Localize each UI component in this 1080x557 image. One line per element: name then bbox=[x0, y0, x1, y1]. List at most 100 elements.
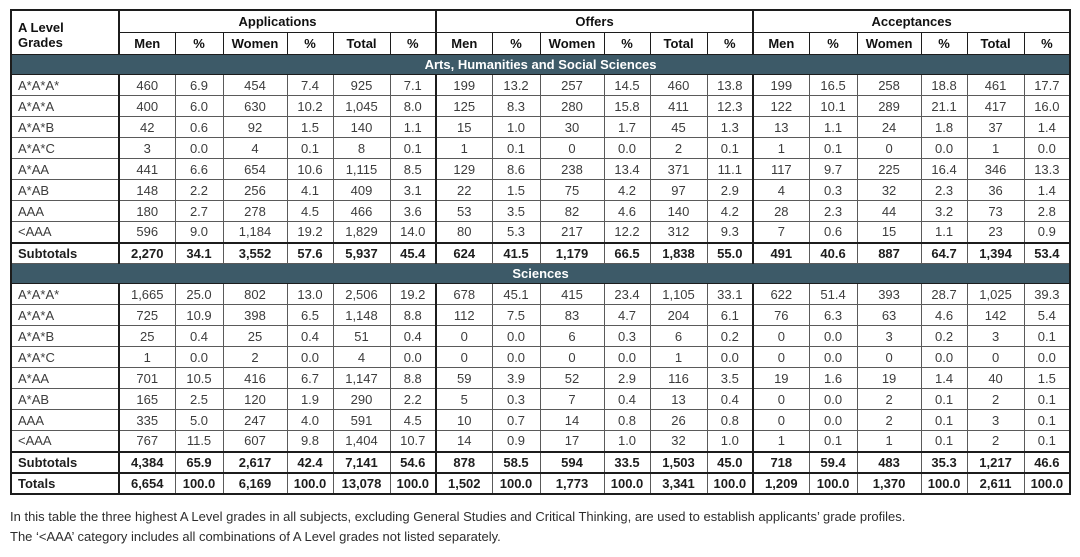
value-cell: 0 bbox=[752, 346, 810, 368]
value-cell: 4.2 bbox=[706, 200, 754, 222]
value-cell: 45.0 bbox=[706, 450, 754, 473]
group-header-acceptances: Acceptances bbox=[752, 9, 1071, 33]
value-cell: 0 bbox=[752, 409, 810, 431]
value-cell: 2.2 bbox=[174, 179, 224, 201]
row-header-label: A Level Grades bbox=[10, 9, 120, 55]
value-cell: 6,169 bbox=[222, 471, 288, 494]
value-cell: 0.0 bbox=[491, 346, 541, 368]
value-cell: 0.9 bbox=[1023, 221, 1071, 243]
value-cell: 16.5 bbox=[808, 74, 858, 96]
value-cell: 278 bbox=[222, 200, 288, 222]
value-cell: 7,141 bbox=[332, 450, 391, 473]
subcolumn-header: % bbox=[1023, 32, 1071, 55]
value-cell: 1.5 bbox=[491, 179, 541, 201]
value-cell: 14 bbox=[435, 430, 493, 452]
total-row: Totals 6,654 100.0 6,169 100.0 13,078 100.0 1,5… bbox=[10, 471, 1071, 494]
value-cell: 461 bbox=[966, 74, 1025, 96]
value-cell: 0.6 bbox=[174, 116, 224, 138]
value-cell: 19 bbox=[856, 367, 922, 389]
value-cell: 0 bbox=[752, 325, 810, 347]
value-cell: 0.1 bbox=[920, 409, 968, 431]
footnote-line-2: The ‘<AAA’ category includes all combina… bbox=[10, 529, 501, 545]
value-cell: 346 bbox=[966, 158, 1025, 180]
value-cell: 256 bbox=[222, 179, 288, 201]
value-cell: 6.0 bbox=[174, 95, 224, 117]
value-cell: 42 bbox=[118, 116, 176, 138]
value-cell: 1 bbox=[856, 430, 922, 452]
grade-label: A*AB bbox=[10, 388, 120, 410]
value-cell: 3 bbox=[856, 325, 922, 347]
grade-label: A*AA bbox=[10, 367, 120, 389]
table-row: <AAA 767 11.5 607 9.8 1,404 10.7 14 0.9 17 1.0 32 1.… bbox=[10, 430, 1071, 452]
value-cell: 393 bbox=[856, 283, 922, 305]
value-cell: 37 bbox=[966, 116, 1025, 138]
value-cell: 1,147 bbox=[332, 367, 391, 389]
grade-label: A*AA bbox=[10, 158, 120, 180]
value-cell: 1.0 bbox=[603, 430, 651, 452]
value-cell: 53 bbox=[435, 200, 493, 222]
value-cell: 116 bbox=[649, 367, 708, 389]
value-cell: 678 bbox=[435, 283, 493, 305]
subtotals-label: Subtotals bbox=[10, 241, 120, 264]
value-cell: 36 bbox=[966, 179, 1025, 201]
value-cell: 491 bbox=[752, 241, 810, 264]
value-cell: 100.0 bbox=[1023, 471, 1071, 494]
value-cell: 25 bbox=[118, 325, 176, 347]
value-cell: 1.4 bbox=[920, 367, 968, 389]
value-cell: 0.0 bbox=[808, 346, 858, 368]
value-cell: 624 bbox=[435, 241, 493, 264]
value-cell: 7.4 bbox=[286, 74, 334, 96]
value-cell: 925 bbox=[332, 74, 391, 96]
value-cell: 0.1 bbox=[491, 137, 541, 159]
value-cell: 5.4 bbox=[1023, 304, 1071, 326]
value-cell: 122 bbox=[752, 95, 810, 117]
value-cell: 3.1 bbox=[389, 179, 437, 201]
value-cell: 13.2 bbox=[491, 74, 541, 96]
table-row: A*A*C 1 0.0 2 0.0 4 0.0 0 0.0 0 0.0 1 0.0 0 0.0 0 0.0 0 0.… bbox=[10, 346, 1071, 368]
group-header-offers: Offers bbox=[435, 9, 754, 33]
grade-label: A*A*C bbox=[10, 137, 120, 159]
section-header-row: Sciences bbox=[10, 263, 1071, 284]
value-cell: 1 bbox=[649, 346, 708, 368]
value-cell: 1.9 bbox=[286, 388, 334, 410]
table-row: AAA 335 5.0 247 4.0 591 4.5 10 0.7 14 0.8 26 0.8 0 0.0… bbox=[10, 409, 1071, 431]
value-cell: 0.6 bbox=[808, 221, 858, 243]
value-cell: 15.8 bbox=[603, 95, 651, 117]
subcolumn-header: % bbox=[491, 32, 541, 55]
value-cell: 4.2 bbox=[603, 179, 651, 201]
value-cell: 17.7 bbox=[1023, 74, 1071, 96]
value-cell: 3 bbox=[966, 325, 1025, 347]
value-cell: 0.2 bbox=[920, 325, 968, 347]
table-row: <AAA 596 9.0 1,184 19.2 1,829 14.0 80 5.3 217 12.2… bbox=[10, 221, 1071, 243]
value-cell: 5.3 bbox=[491, 221, 541, 243]
value-cell: 32 bbox=[856, 179, 922, 201]
value-cell: 2 bbox=[966, 388, 1025, 410]
grade-label: A*A*A bbox=[10, 95, 120, 117]
value-cell: 0.8 bbox=[603, 409, 651, 431]
value-cell: 767 bbox=[118, 430, 176, 452]
value-cell: 42.4 bbox=[286, 450, 334, 473]
value-cell: 0.4 bbox=[706, 388, 754, 410]
footnotes: In this table the three highest A Level … bbox=[10, 508, 1070, 548]
value-cell: 0.2 bbox=[706, 325, 754, 347]
value-cell: 35.3 bbox=[920, 450, 968, 473]
table-row: A*AB 148 2.2 256 4.1 409 3.1 22 1.5 75 4.2 97 2.9 4 0.… bbox=[10, 179, 1071, 201]
value-cell: 466 bbox=[332, 200, 391, 222]
value-cell: 140 bbox=[649, 200, 708, 222]
subcolumn-header: Women bbox=[539, 32, 605, 55]
value-cell: 1.0 bbox=[491, 116, 541, 138]
value-cell: 12.2 bbox=[603, 221, 651, 243]
totals-label: Totals bbox=[10, 471, 120, 494]
value-cell: 13 bbox=[752, 116, 810, 138]
value-cell: 415 bbox=[539, 283, 605, 305]
value-cell: 39.3 bbox=[1023, 283, 1071, 305]
table-row: A*AA 441 6.6 654 10.6 1,115 8.5 129 8.6 238 13.4 37… bbox=[10, 158, 1071, 180]
value-cell: 180 bbox=[118, 200, 176, 222]
value-cell: 0.0 bbox=[808, 388, 858, 410]
value-cell: 0 bbox=[435, 325, 493, 347]
value-cell: 6.7 bbox=[286, 367, 334, 389]
group-header-applications: Applications bbox=[117, 9, 437, 33]
table-header: A Level Grades Applications Offers Accep… bbox=[10, 9, 1071, 55]
value-cell: 0.1 bbox=[808, 137, 858, 159]
